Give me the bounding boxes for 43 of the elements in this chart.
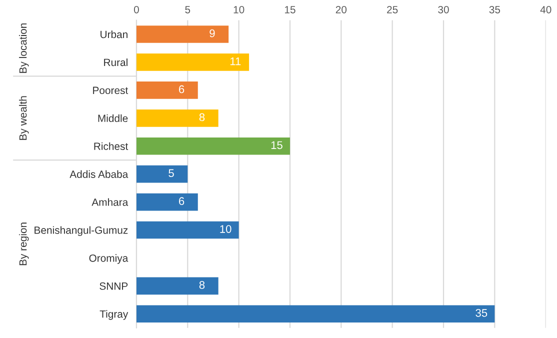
y-tick-label: Middle (98, 114, 128, 122)
bar (136, 82, 198, 99)
data-label: 35 (476, 308, 488, 317)
bar (136, 165, 188, 183)
y-tick-label: Tigray (100, 310, 128, 320)
x-tick-label: 15 (284, 6, 296, 14)
text: By location (19, 23, 29, 73)
data-label: 6 (178, 197, 184, 206)
bar (136, 193, 198, 211)
text: By region (19, 222, 29, 266)
y-tick-label: Richest (94, 142, 128, 150)
bar (136, 277, 218, 295)
data-label: 15 (271, 141, 282, 150)
y-tick-label: Addis Ababa (70, 170, 128, 178)
data-label: 8 (199, 281, 205, 289)
data-label: 8 (199, 113, 205, 122)
bar (136, 221, 239, 239)
x-tick-label: 40 (540, 6, 552, 14)
data-label: 5 (168, 169, 174, 178)
x-tick-label: 5 (185, 6, 190, 14)
x-tick-label: 20 (336, 6, 347, 14)
x-tick-label: 10 (234, 6, 244, 14)
bar (136, 109, 218, 127)
y-tick-label: Rural (104, 58, 128, 66)
x-tick-label: 30 (438, 6, 449, 14)
data-label: 10 (220, 225, 232, 233)
bar (136, 54, 250, 71)
bar (136, 137, 290, 155)
x-tick-label: 0 (134, 6, 139, 14)
y-tick-label: Amhara (92, 198, 128, 206)
bar (136, 305, 495, 323)
data-label: 6 (178, 85, 184, 94)
x-tick-label: 35 (489, 6, 500, 14)
text: By wealth (19, 96, 29, 140)
data-label: 9 (210, 29, 215, 38)
y-tick-label: Urban (100, 30, 128, 38)
y-tick-label: SNNP (100, 282, 128, 290)
data-label: 11 (230, 57, 241, 66)
bar (136, 26, 229, 43)
y-tick-label: Poorest (93, 86, 128, 94)
x-tick-label: 25 (387, 6, 398, 14)
y-tick-label: Benishangul-Gumuz (34, 226, 128, 236)
y-tick-label: Oromiya (89, 254, 128, 264)
